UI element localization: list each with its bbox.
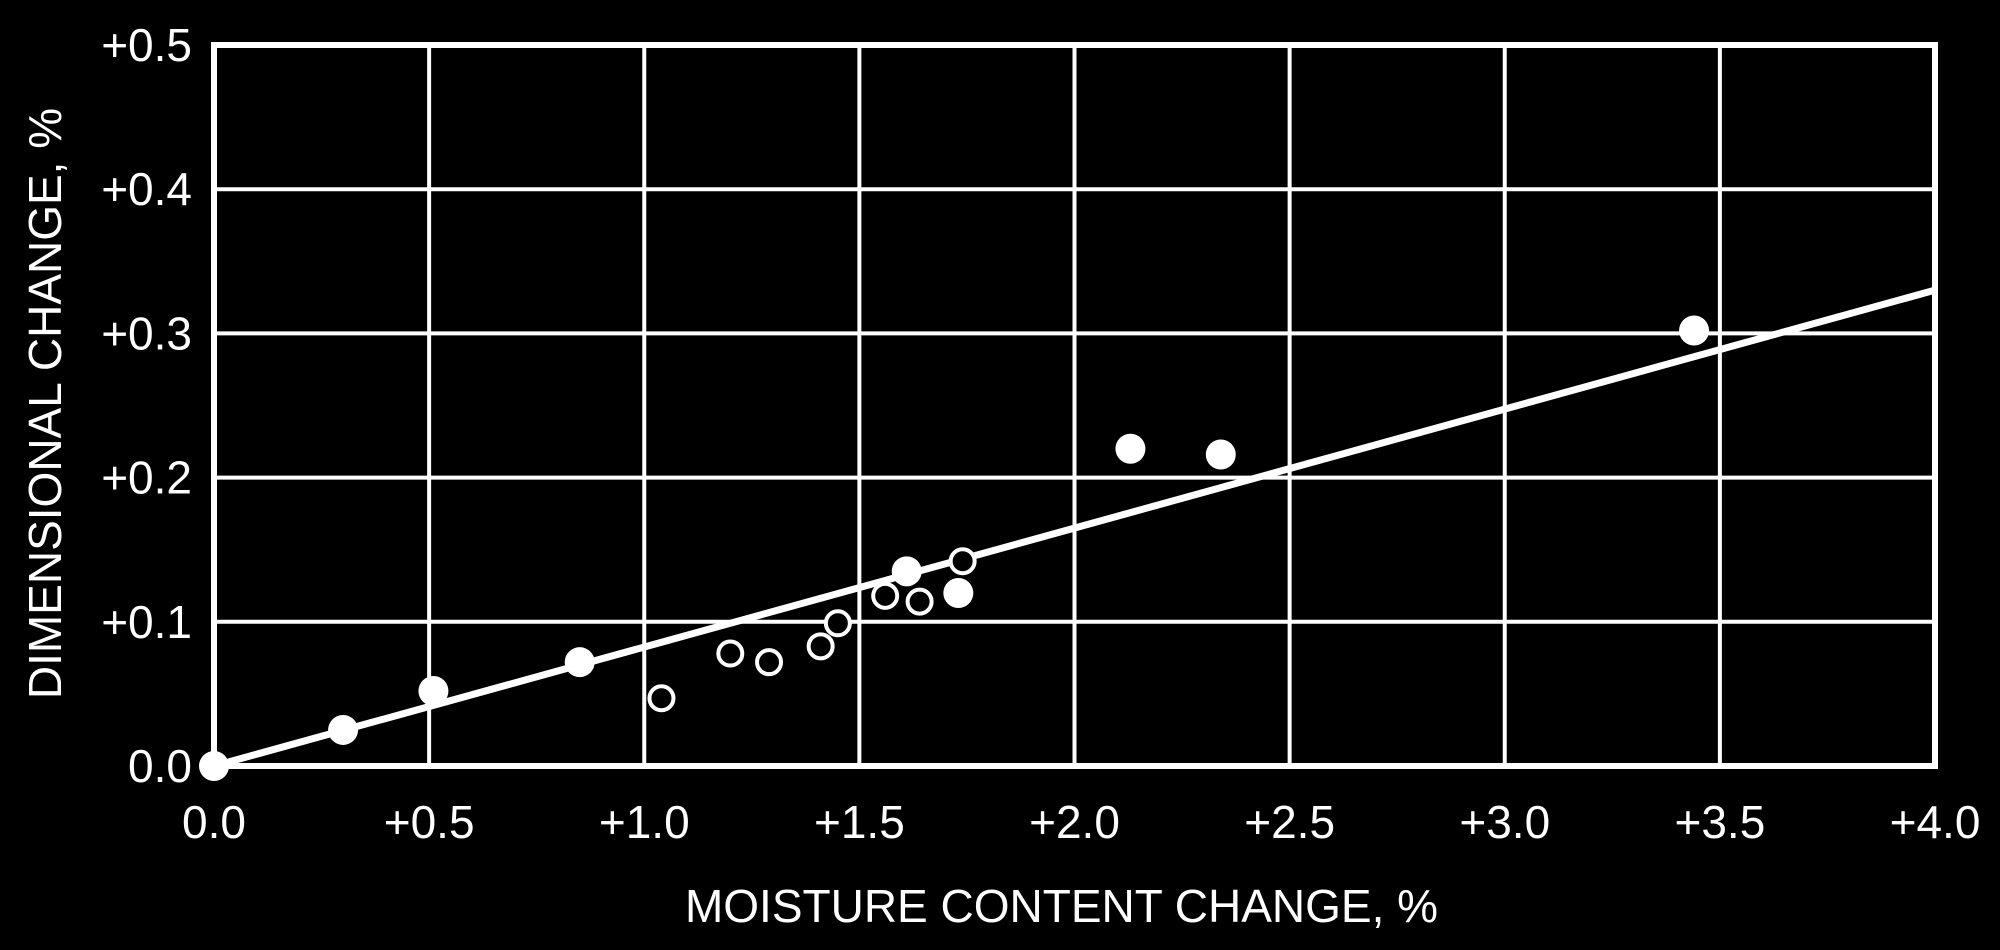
filled-data-point	[891, 556, 922, 587]
tick-labels: 0.0 +0.5 +1.0 +1.5 +2.0 +2.5 +3.0 +3.5 +4.0 0.0 +0…	[101, 19, 1980, 848]
trend-line-layer	[213, 286, 1936, 770]
open-data-point	[716, 639, 745, 668]
x-axis-title: MOISTURE CONTENT CHANGE, %	[685, 880, 1438, 932]
open-data-point	[755, 648, 784, 677]
filled-data-point	[199, 751, 229, 781]
y-tick-label: +0.1	[101, 596, 192, 648]
open-data-point	[871, 581, 900, 610]
filled-data-point	[943, 577, 974, 608]
open-data-point	[948, 547, 977, 576]
x-tick-label: 0.0	[182, 796, 246, 848]
x-tick-label: +3.0	[1459, 796, 1550, 848]
y-tick-label: 0.0	[128, 740, 192, 792]
x-tick-label: +0.5	[384, 796, 475, 848]
x-tick-label: +1.5	[814, 796, 905, 848]
open-data-point	[823, 609, 852, 638]
data-points	[199, 315, 1710, 781]
x-tick-label: +4.0	[1890, 796, 1981, 848]
x-tick-label: +3.5	[1674, 796, 1765, 848]
y-tick-label: +0.5	[101, 19, 192, 71]
filled-data-point	[1679, 315, 1710, 346]
open-data-point	[905, 587, 934, 616]
filled-data-point	[418, 676, 449, 707]
y-tick-label: +0.2	[101, 452, 192, 504]
plot-frame	[211, 42, 1938, 769]
open-data-point	[806, 632, 835, 661]
y-axis-title: DIMENSIONAL CHANGE, %	[19, 108, 71, 699]
x-tick-label: +2.5	[1244, 796, 1335, 848]
filled-data-point	[564, 647, 595, 678]
y-tick-label: +0.3	[101, 307, 192, 359]
filled-data-point	[328, 714, 359, 745]
open-data-point	[647, 684, 676, 713]
x-tick-label: +2.0	[1029, 796, 1120, 848]
filled-data-point	[1205, 439, 1236, 470]
trend-line	[213, 286, 1936, 770]
x-tick-label: +1.0	[599, 796, 690, 848]
y-tick-label: +0.4	[101, 163, 192, 215]
filled-data-point	[1115, 433, 1146, 464]
